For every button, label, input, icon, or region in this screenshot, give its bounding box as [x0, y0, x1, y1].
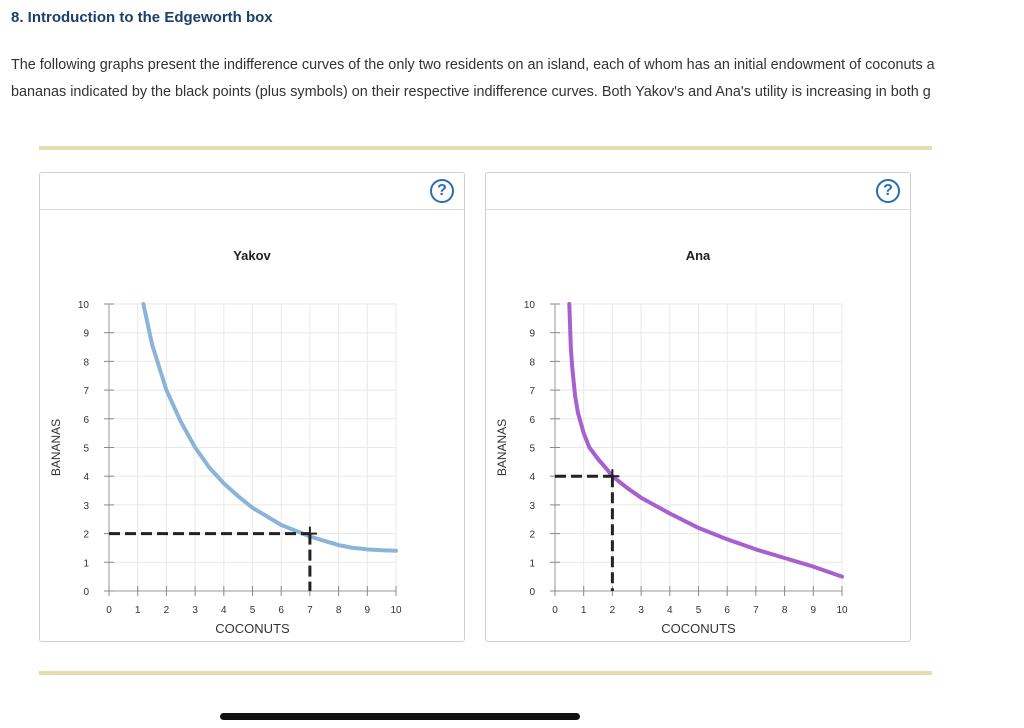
x-axis-label: COCONUTS: [661, 621, 736, 636]
x-tick-label: 2: [164, 605, 170, 616]
bottom-divider: [39, 671, 932, 675]
y-tick-label: 9: [529, 329, 535, 340]
x-tick-label: 7: [307, 605, 313, 616]
y-tick-label: 5: [83, 444, 89, 455]
x-tick-label: 8: [782, 605, 788, 616]
x-tick-label: 3: [638, 605, 644, 616]
y-tick-label: 0: [83, 587, 89, 598]
x-tick-label: 3: [192, 605, 198, 616]
ana-graph-panel: ? Ana 0 1 2 3 4 5 6 7 8 9 10 0 1 2 3 4 5 6 7 8 9 10 COCONUTS BA…: [485, 172, 911, 642]
x-tick-label: 7: [753, 605, 759, 616]
x-tick-label: 5: [696, 605, 702, 616]
intro-text-line-1: The following graphs present the indiffe…: [11, 57, 935, 73]
y-tick-label: 7: [529, 386, 535, 397]
x-tick-label: 2: [610, 605, 616, 616]
y-tick-label: 4: [529, 472, 535, 483]
x-tick-label: 0: [106, 605, 112, 616]
x-tick-label: 9: [811, 605, 817, 616]
yakov-graph-panel: ? Yakov 0 1 2 3 4 5 6 7 8 9 10 0 1 2 3 4 5 6 7 8 9 10 COCONUTS…: [39, 172, 465, 642]
x-tick-label: 6: [278, 605, 284, 616]
y-tick-label: 5: [529, 444, 535, 455]
y-axis-label: BANANAS: [495, 419, 509, 476]
x-tick-label: 4: [667, 605, 673, 616]
home-indicator: [220, 713, 580, 720]
yakov-chart: 0 1 2 3 4 5 6 7 8 9 10 0 1 2 3 4 5 6 7 8 9 10 COCONUTS BANANAS: [49, 300, 402, 636]
intro-text-line-2: bananas indicated by the black points (p…: [11, 84, 931, 100]
x-tick-label: 6: [724, 605, 730, 616]
x-tick-label: 9: [365, 605, 371, 616]
y-tick-label: 3: [83, 501, 89, 512]
y-tick-label: 10: [78, 300, 90, 311]
page-heading: 8. Introduction to the Edgeworth box: [11, 9, 273, 26]
y-tick-label: 10: [524, 300, 536, 311]
help-icon[interactable]: ?: [430, 179, 454, 203]
top-divider: [39, 146, 932, 150]
x-tick-label: 8: [336, 605, 342, 616]
y-tick-label: 2: [83, 530, 89, 541]
x-tick-label: 0: [552, 605, 558, 616]
y-tick-label: 8: [83, 357, 89, 368]
x-tick-label: 4: [221, 605, 227, 616]
y-tick-label: 1: [83, 558, 89, 569]
x-tick-label: 1: [135, 605, 141, 616]
x-tick-label: 5: [250, 605, 256, 616]
y-tick-label: 3: [529, 501, 535, 512]
y-tick-label: 6: [83, 415, 89, 426]
indifference-curve: [567, 302, 844, 579]
panel-toolbar: [40, 173, 464, 210]
y-tick-label: 4: [83, 472, 89, 483]
y-tick-label: 2: [529, 530, 535, 541]
x-tick-label: 1: [581, 605, 587, 616]
y-tick-label: 9: [83, 329, 89, 340]
y-tick-label: 1: [529, 558, 535, 569]
panel-toolbar: [486, 173, 910, 210]
y-axis-label: BANANAS: [49, 419, 63, 476]
indifference-curve: [141, 302, 398, 553]
help-icon[interactable]: ?: [876, 179, 900, 203]
ana-chart: 0 1 2 3 4 5 6 7 8 9 10 0 1 2 3 4 5 6 7 8 9 10 COCONUTS BANANAS: [495, 300, 848, 636]
y-tick-label: 7: [83, 386, 89, 397]
y-tick-label: 6: [529, 415, 535, 426]
x-tick-label: 10: [390, 605, 402, 616]
chart-title: Ana: [685, 248, 711, 263]
y-tick-label: 8: [529, 357, 535, 368]
x-tick-label: 10: [836, 605, 848, 616]
chart-title: Yakov: [233, 248, 271, 263]
y-tick-label: 0: [529, 587, 535, 598]
x-axis-label: COCONUTS: [215, 621, 290, 636]
